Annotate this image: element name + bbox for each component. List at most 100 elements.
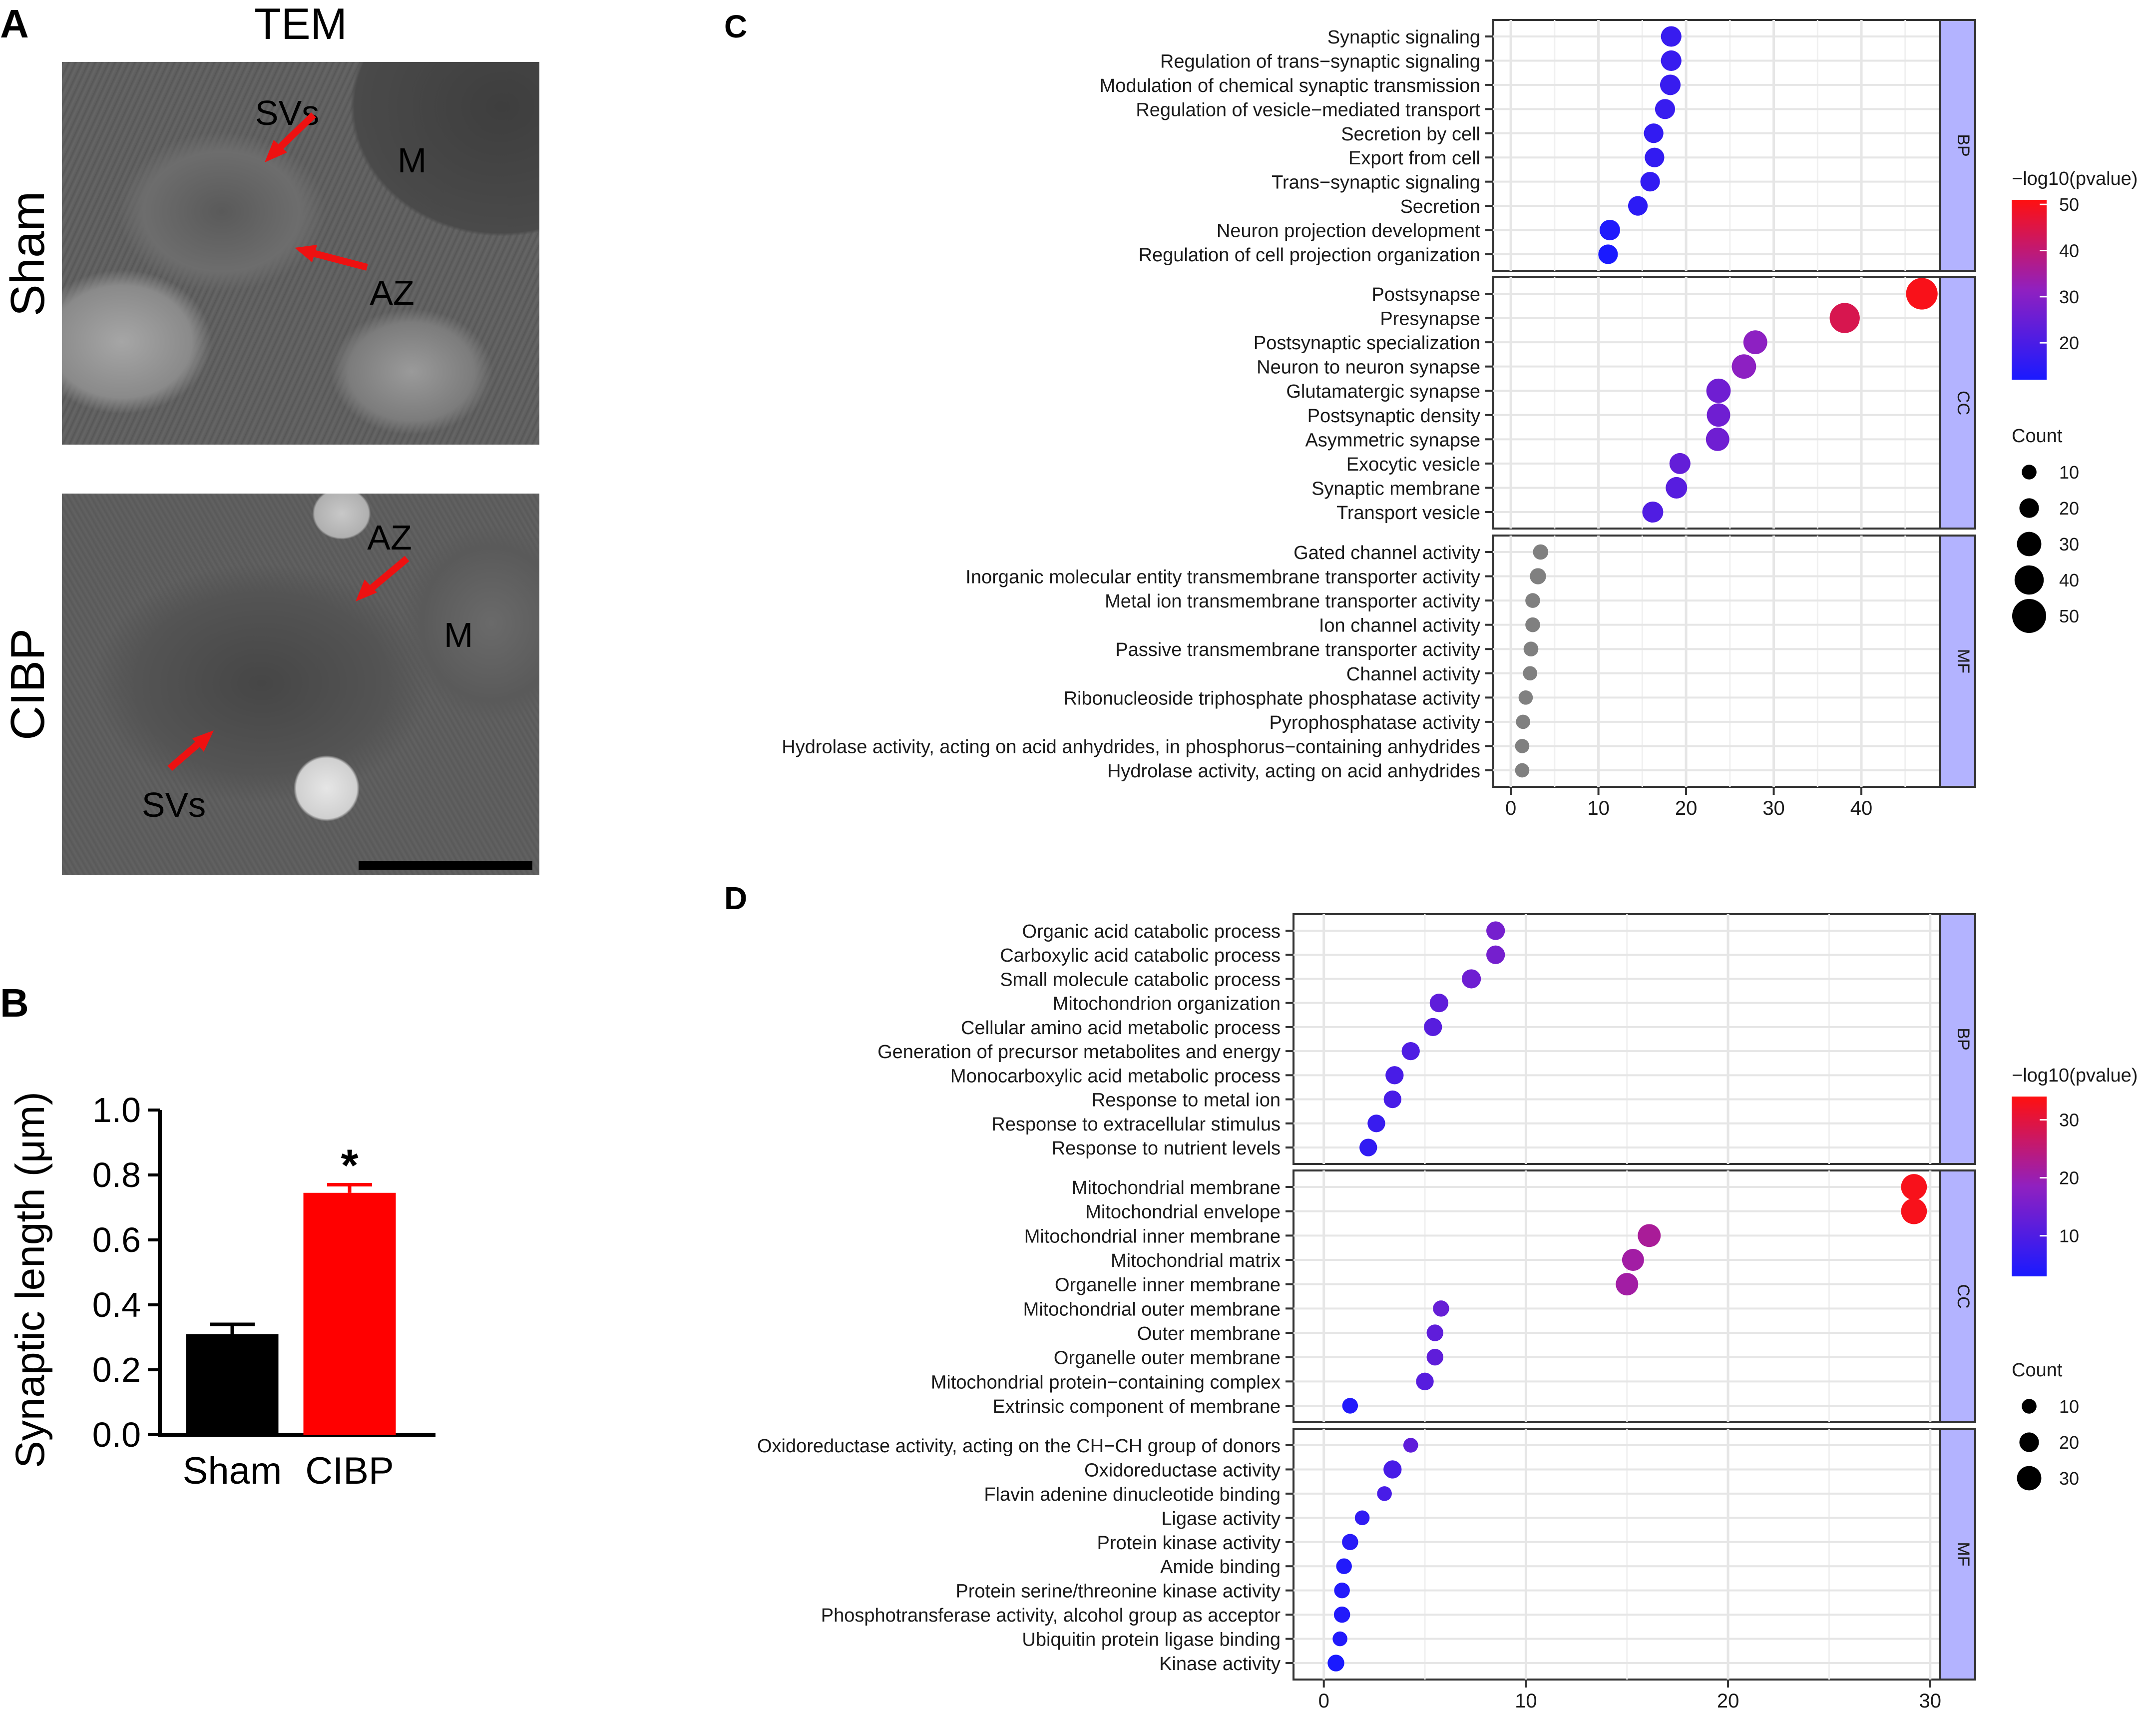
size-legend-label: 50 xyxy=(2059,606,2079,626)
xtick-label: 10 xyxy=(1515,1690,1537,1709)
term-label: Channel activity xyxy=(1346,664,1480,685)
term-label: Monocarboxylic acid metabolic process xyxy=(950,1066,1281,1087)
term-label: Organelle inner membrane xyxy=(1055,1275,1281,1296)
term-label: Hydrolase activity, acting on acid anhyd… xyxy=(1107,761,1480,782)
term-point xyxy=(1530,568,1546,584)
term-point xyxy=(1599,219,1620,241)
term-label: Pyrophosphatase activity xyxy=(1270,712,1480,733)
bar-ytick-label: 1.0 xyxy=(92,1091,141,1130)
panel-b-letter: B xyxy=(0,981,29,1025)
sham-m-label: M xyxy=(398,141,427,180)
term-point xyxy=(1333,1606,1350,1623)
term-label: Extrinsic component of membrane xyxy=(992,1396,1281,1417)
bar-ytick-label: 0.6 xyxy=(92,1220,141,1259)
cibp-az-label: AZ xyxy=(367,518,412,557)
bar-cibp xyxy=(303,1192,396,1435)
term-point xyxy=(1731,354,1756,379)
term-label: Transport vesicle xyxy=(1336,503,1480,524)
color-legend-label: 40 xyxy=(2059,241,2079,261)
term-label: Response to metal ion xyxy=(1092,1090,1281,1111)
xtick-label: 30 xyxy=(1762,797,1785,819)
term-label: Mitochondrion organization xyxy=(1053,994,1281,1015)
term-label: Organic acid catabolic process xyxy=(1022,921,1281,942)
term-point xyxy=(1743,330,1767,355)
xtick-label: 40 xyxy=(1850,797,1873,819)
size-legend-label: 30 xyxy=(2059,1468,2079,1489)
bar-xtick-label: CIBP xyxy=(305,1450,394,1492)
term-point xyxy=(1644,123,1664,143)
size-legend-title: Count xyxy=(2012,426,2063,447)
cibp-svs-arrowhead xyxy=(192,730,214,752)
facet-strip-label: BP xyxy=(1954,134,1973,156)
facet-strip-cc xyxy=(1939,276,1976,530)
cibp-az-arrow-shaft xyxy=(365,556,410,595)
term-point xyxy=(1342,1534,1358,1551)
color-legend-label: 30 xyxy=(2059,1110,2079,1130)
facet-panel-bp xyxy=(1293,913,1941,1165)
term-point xyxy=(1486,921,1505,940)
go-plot-c: Synaptic signaling Regulation of trans−sy… xyxy=(782,19,1976,819)
term-label: Flavin adenine dinucleotide binding xyxy=(984,1484,1281,1505)
term-label: Modulation of chemical synaptic transmis… xyxy=(1100,75,1480,96)
term-point xyxy=(1622,1249,1644,1271)
term-point xyxy=(1416,1372,1434,1391)
term-label: Trans−synaptic signaling xyxy=(1272,172,1480,193)
term-point xyxy=(1628,196,1648,216)
term-point xyxy=(1426,1348,1444,1366)
term-point xyxy=(1515,763,1530,778)
size-legend-dot xyxy=(2017,1466,2042,1491)
term-point xyxy=(1486,945,1505,964)
term-label: Regulation of trans−synaptic signaling xyxy=(1160,51,1480,72)
term-label: Mitochondrial outer membrane xyxy=(1023,1299,1281,1320)
term-label: Mitochondrial protein−containing complex xyxy=(931,1372,1281,1393)
cibp-svs-arrow-shaft xyxy=(167,737,205,771)
term-point xyxy=(1342,1398,1358,1414)
size-legend-label: 30 xyxy=(2059,534,2079,555)
term-label: Phosphotransferase activity, alcohol gro… xyxy=(821,1605,1281,1626)
term-point xyxy=(1533,544,1549,560)
bar-ytick-label: 0.8 xyxy=(92,1155,141,1194)
go-plot-d: Organic acid catabolic process Carboxylic… xyxy=(757,913,1976,1709)
term-label: Regulation of vesicle−mediated transport xyxy=(1136,99,1480,120)
term-label: Ribonucleoside triphosphate phosphatase … xyxy=(1064,688,1480,709)
term-point xyxy=(1327,1655,1344,1672)
term-label: Neuron projection development xyxy=(1217,221,1481,242)
term-label: Protein kinase activity xyxy=(1097,1533,1281,1554)
term-label: Ligase activity xyxy=(1161,1508,1281,1529)
term-point xyxy=(1424,1018,1442,1037)
go-legend-c: −log10(pvalue) 20 30 40 50 Count 10 20 30 40 50 xyxy=(2012,168,2138,633)
size-legend-label: 40 xyxy=(2059,570,2079,590)
bar-ytick-label: 0.0 xyxy=(92,1415,141,1454)
term-label: Secretion by cell xyxy=(1341,124,1480,145)
color-legend-label: 20 xyxy=(2059,333,2079,353)
term-label: Metal ion transmembrane transporter acti… xyxy=(1105,591,1480,612)
size-legend-dot xyxy=(2022,1399,2037,1414)
facet-strip-mf xyxy=(1939,1428,1976,1681)
term-point xyxy=(1829,303,1860,333)
xtick-label: 0 xyxy=(1505,797,1516,819)
term-point xyxy=(1901,1174,1927,1200)
term-label: Export from cell xyxy=(1348,148,1480,169)
term-point xyxy=(1640,172,1660,192)
size-legend-label: 10 xyxy=(2059,1396,2079,1417)
term-point xyxy=(1334,1582,1350,1599)
term-label: Carboxylic acid catabolic process xyxy=(1000,945,1281,966)
color-legend-label: 20 xyxy=(2059,1168,2079,1188)
term-point xyxy=(1645,147,1665,167)
term-point xyxy=(1660,74,1681,95)
term-point xyxy=(1403,1438,1418,1453)
term-label: Regulation of cell projection organizati… xyxy=(1139,245,1480,266)
term-label: Cellular amino acid metabolic process xyxy=(961,1018,1281,1039)
term-label: Oxidoreductase activity xyxy=(1084,1460,1281,1481)
bar-y-ticks: 0.0 0.2 0.4 0.6 0.8 1.0 xyxy=(92,1091,160,1454)
term-label: Outer membrane xyxy=(1137,1323,1281,1344)
term-label: Gated channel activity xyxy=(1294,543,1480,564)
term-point xyxy=(1429,994,1449,1013)
term-point xyxy=(1661,26,1682,47)
term-point xyxy=(1598,244,1618,264)
facet-strip-cc xyxy=(1939,1169,1976,1423)
term-point xyxy=(1523,641,1539,657)
row-label-cibp: CIBP xyxy=(1,628,54,740)
term-label: Mitochondrial membrane xyxy=(1072,1177,1281,1198)
color-legend-title: −log10(pvalue) xyxy=(2012,168,2138,189)
